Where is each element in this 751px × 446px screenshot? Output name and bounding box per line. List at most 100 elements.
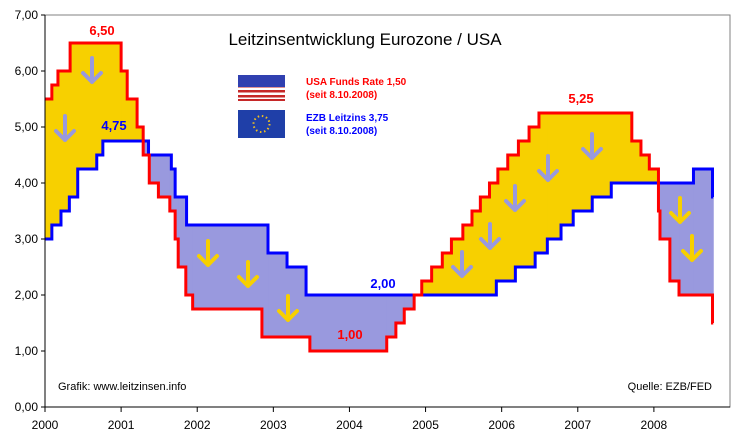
fill-usa-above [515, 155, 519, 267]
fill-ezb-above [143, 141, 150, 155]
fill-ezb-above [171, 169, 176, 211]
fill-usa-above [649, 169, 659, 183]
label-ezb-low: 2,00 [370, 276, 395, 291]
x-tick-label: 2008 [641, 418, 668, 432]
y-tick-label: 2,00 [15, 288, 39, 302]
fill-ezb-above [268, 253, 288, 337]
x-tick-label: 2003 [260, 418, 287, 432]
fill-usa-above [631, 141, 642, 183]
down-arrow-icon [504, 184, 526, 212]
label-usa-peak: 6,50 [89, 23, 114, 38]
fill-ezb-above [679, 183, 694, 295]
fill-ezb-above [395, 295, 405, 323]
y-tick-label: 4,00 [15, 176, 39, 190]
fill-ezb-above [669, 183, 680, 281]
x-tick-label: 2004 [336, 418, 363, 432]
y-tick-label: 0,00 [15, 400, 39, 414]
fill-usa-above [471, 211, 481, 295]
label-usa-peak2: 5,25 [568, 91, 593, 106]
fill-usa-above [421, 281, 433, 295]
down-arrow-icon [681, 234, 703, 262]
fill-ezb-above [404, 295, 415, 309]
credit-text: Grafik: www.leitzinsen.info [58, 381, 186, 393]
fill-usa-above [592, 113, 612, 197]
fill-usa-above [507, 155, 516, 281]
fill-ezb-above [693, 169, 713, 295]
down-arrow-icon [81, 56, 103, 84]
fill-usa-above [497, 169, 509, 281]
fill-usa-above [462, 225, 473, 295]
down-arrow-icon [237, 260, 259, 288]
fill-usa-above [121, 71, 128, 141]
x-tick-label: 2001 [108, 418, 135, 432]
fill-usa-above [127, 99, 138, 141]
x-tick-label: 2006 [488, 418, 515, 432]
x-tick-label: 2002 [184, 418, 211, 432]
x-tick-label: 2005 [412, 418, 439, 432]
chart-title: Leitzinsentwicklung Eurozone / USA [228, 30, 502, 49]
fill-ezb-above [309, 295, 388, 351]
fill-usa-above [538, 113, 548, 253]
fill-usa-above [57, 71, 62, 225]
fill-ezb-above [186, 225, 194, 295]
fill-usa-above [489, 183, 497, 295]
down-arrow-icon [537, 154, 559, 182]
fill-ezb-above [169, 155, 172, 211]
fill-usa-above [535, 127, 540, 253]
fill-ezb-above [185, 197, 188, 295]
fill-usa-above [451, 239, 464, 295]
eu-flag-icon [238, 110, 285, 138]
fill-usa-above [442, 253, 452, 295]
fill-ezb-above [287, 267, 307, 337]
us-flag-icon [238, 75, 285, 101]
y-tick-label: 7,00 [15, 8, 39, 22]
y-tick-label: 6,00 [15, 64, 39, 78]
fill-usa-above [518, 141, 530, 267]
fill-usa-above [640, 155, 650, 183]
fill-usa-above [496, 183, 499, 281]
fill-usa-above [561, 113, 574, 225]
x-tick-label: 2007 [564, 418, 591, 432]
series-line-usa [45, 41, 714, 353]
y-tick-label: 5,00 [15, 120, 39, 134]
fill-ezb-above [712, 197, 714, 323]
fill-ezb-above [261, 225, 269, 337]
down-arrow-icon [669, 196, 691, 224]
fill-usa-above [45, 99, 53, 239]
fill-usa-above [96, 43, 104, 155]
y-tick-label: 3,00 [15, 232, 39, 246]
fill-usa-above [77, 43, 98, 169]
fill-usa-above [137, 127, 144, 141]
fill-usa-above [51, 85, 59, 225]
legend-ezb-date: (seit 8.10.2008) [306, 126, 377, 137]
legend-ezb-label: EZB Leitzins 3,75 [306, 113, 389, 124]
legend-usa-label: USA Funds Rate 1,50 [306, 77, 407, 88]
fill-ezb-above [158, 155, 171, 197]
label-ezb-peak: 4,75 [101, 118, 126, 133]
series-line-ezb [45, 139, 714, 297]
label-usa-low: 1,00 [337, 327, 362, 342]
fill-ezb-above [192, 225, 263, 309]
down-arrow-icon [451, 250, 473, 278]
fill-usa-above [573, 113, 593, 211]
fill-ezb-above [178, 197, 187, 267]
down-arrow-icon [54, 114, 76, 142]
fill-ezb-above [386, 295, 397, 337]
down-arrow-icon [479, 222, 501, 250]
down-arrow-icon [197, 239, 219, 267]
source-text: Quelle: EZB/FED [628, 381, 712, 393]
fill-usa-above [102, 43, 122, 141]
legend: USA Funds Rate 1,50 (seit 8.10.2008) EZB… [238, 75, 407, 138]
fill-usa-above [611, 113, 633, 183]
fill-usa-above [70, 43, 79, 197]
x-tick-label: 2000 [32, 418, 59, 432]
fill-usa-above [529, 127, 536, 267]
down-arrow-icon [581, 132, 603, 160]
fill-ezb-above [659, 183, 671, 239]
fill-ezb-above [175, 197, 179, 239]
fill-ezb-above [149, 155, 159, 183]
fill-usa-above [431, 267, 443, 295]
legend-usa-date: (seit 8.10.2008) [306, 90, 377, 101]
